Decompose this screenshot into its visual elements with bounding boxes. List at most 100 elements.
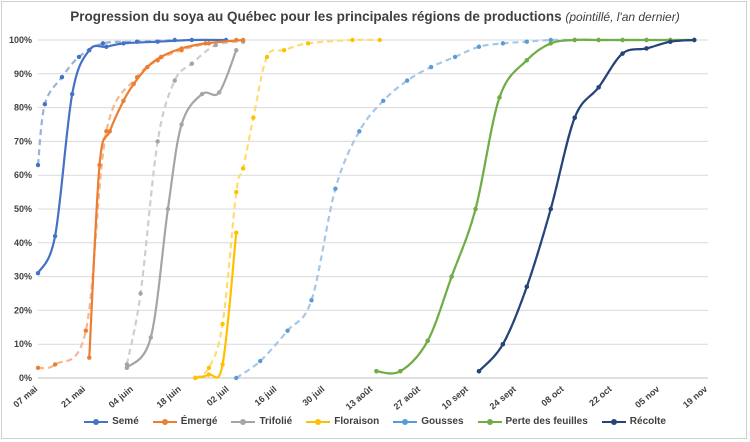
y-tick-label: 50% (14, 204, 32, 214)
point-gousses-previous (500, 41, 506, 46)
legend-item-trifolie: Trifolié (231, 416, 292, 427)
point-seme (52, 233, 58, 239)
legend-label: Émergé (180, 416, 218, 427)
point-trifolie (148, 335, 154, 340)
x-tick-label: 22 oct (587, 384, 613, 408)
point-trifolie (165, 206, 171, 212)
series-line-recolte (478, 38, 695, 372)
point-trifolie-previous (172, 78, 177, 83)
point-emerge (97, 162, 102, 168)
point-perte-des-feuilles (620, 37, 625, 43)
point-floraison-previous (206, 365, 212, 371)
point-emerge-previous (104, 129, 109, 134)
point-gousses-previous (476, 44, 482, 49)
point-emerge-previous (35, 365, 41, 371)
point-gousses-previous (381, 98, 386, 104)
point-floraison-previous (220, 321, 225, 327)
x-tick-label: 24 sept (488, 384, 518, 412)
point-perte-des-feuilles (524, 58, 530, 63)
point-seme (121, 41, 126, 46)
point-recolte (572, 115, 577, 120)
y-tick-label: 80% (14, 103, 32, 113)
point-seme-previous (100, 41, 106, 46)
point-recolte (620, 51, 625, 56)
point-seme-previous (76, 54, 82, 60)
point-gousses-previous (428, 64, 434, 70)
series-line-seme-previous (36, 38, 175, 166)
point-emerge (240, 37, 246, 43)
legend-swatch (84, 417, 109, 427)
x-tick-label: 13 août (344, 384, 375, 412)
point-recolte (668, 39, 673, 44)
point-floraison (206, 372, 212, 377)
x-tick-label: 27 août (392, 384, 423, 412)
point-trifolie-previous (138, 291, 143, 296)
point-perte-des-feuilles (548, 41, 553, 46)
y-tick-label: 20% (14, 305, 32, 315)
point-floraison-previous (350, 37, 355, 43)
x-tick-label: 21 mai (59, 384, 87, 410)
point-emerge (87, 355, 92, 360)
point-floraison-previous (234, 189, 239, 195)
point-seme (104, 44, 109, 49)
point-gousses-previous (257, 358, 263, 364)
point-recolte (548, 206, 553, 212)
x-tick-label: 30 juil (300, 384, 326, 408)
point-floraison (220, 362, 225, 367)
point-perte-des-feuilles (497, 95, 502, 100)
legend-item-floraison: Floraison (306, 416, 379, 427)
point-recolte (596, 85, 601, 90)
point-floraison-previous (251, 115, 256, 120)
point-trifolie (234, 47, 239, 53)
point-trifolie-previous (213, 42, 218, 48)
point-trifolie-previous (189, 61, 195, 66)
y-tick-label: 90% (14, 69, 32, 79)
x-axis-ticks: 07 mai 21 mai 04 juin 18 juin 02 juil 16 juil… (11, 384, 709, 412)
legend-swatch (477, 417, 502, 427)
y-tick-label: 70% (14, 136, 32, 146)
point-perte-des-feuilles (425, 338, 430, 344)
legend-label: Récolte (629, 416, 666, 427)
point-emerge (203, 41, 208, 46)
point-emerge (145, 64, 150, 70)
point-recolte (644, 46, 649, 51)
series-line-emerge-previous (37, 38, 237, 370)
legend-item-recolte: Récolte (601, 416, 666, 427)
point-perte-des-feuilles (644, 37, 649, 43)
point-seme (189, 37, 195, 43)
point-seme (35, 271, 41, 276)
point-seme-previous (35, 162, 41, 168)
legend-swatch (306, 417, 331, 427)
y-tick-label: 0% (19, 373, 32, 383)
legend-swatch (601, 417, 626, 427)
point-recolte (524, 284, 530, 289)
point-gousses-previous (357, 129, 362, 134)
point-floraison-previous (240, 166, 246, 171)
y-tick-label: 10% (14, 339, 32, 349)
point-perte-des-feuilles (374, 369, 379, 374)
legend-label: Perte des feuilles (505, 416, 588, 427)
y-tick-label: 60% (14, 170, 32, 180)
point-trifolie-previous (155, 139, 160, 144)
series-line-floraison (194, 232, 238, 380)
point-seme-previous (42, 102, 48, 107)
series-line-trifolie-previous (125, 40, 244, 365)
point-perte-des-feuilles (473, 206, 478, 212)
point-perte-des-feuilles (572, 37, 577, 43)
point-recolte (500, 342, 506, 347)
x-tick-label: 04 juin (107, 384, 135, 410)
legend: Semé Émergé Trifolié Floraison Gousses Perte … (0, 416, 750, 427)
point-recolte (476, 369, 482, 374)
x-tick-label: 10 sept (440, 384, 470, 412)
chart-title-text: Progression du soya au Québec pour les p… (70, 9, 562, 24)
point-trifolie (124, 365, 130, 371)
point-gousses-previous (234, 375, 239, 381)
point-perte-des-feuilles (398, 369, 403, 374)
x-tick-label: 02 juil (205, 384, 231, 408)
legend-swatch (393, 417, 418, 427)
point-floraison-previous (281, 47, 287, 53)
legend-label: Gousses (421, 416, 464, 427)
point-gousses-previous (285, 328, 290, 333)
point-gousses-previous (333, 186, 338, 191)
y-tick-label: 30% (14, 272, 32, 282)
